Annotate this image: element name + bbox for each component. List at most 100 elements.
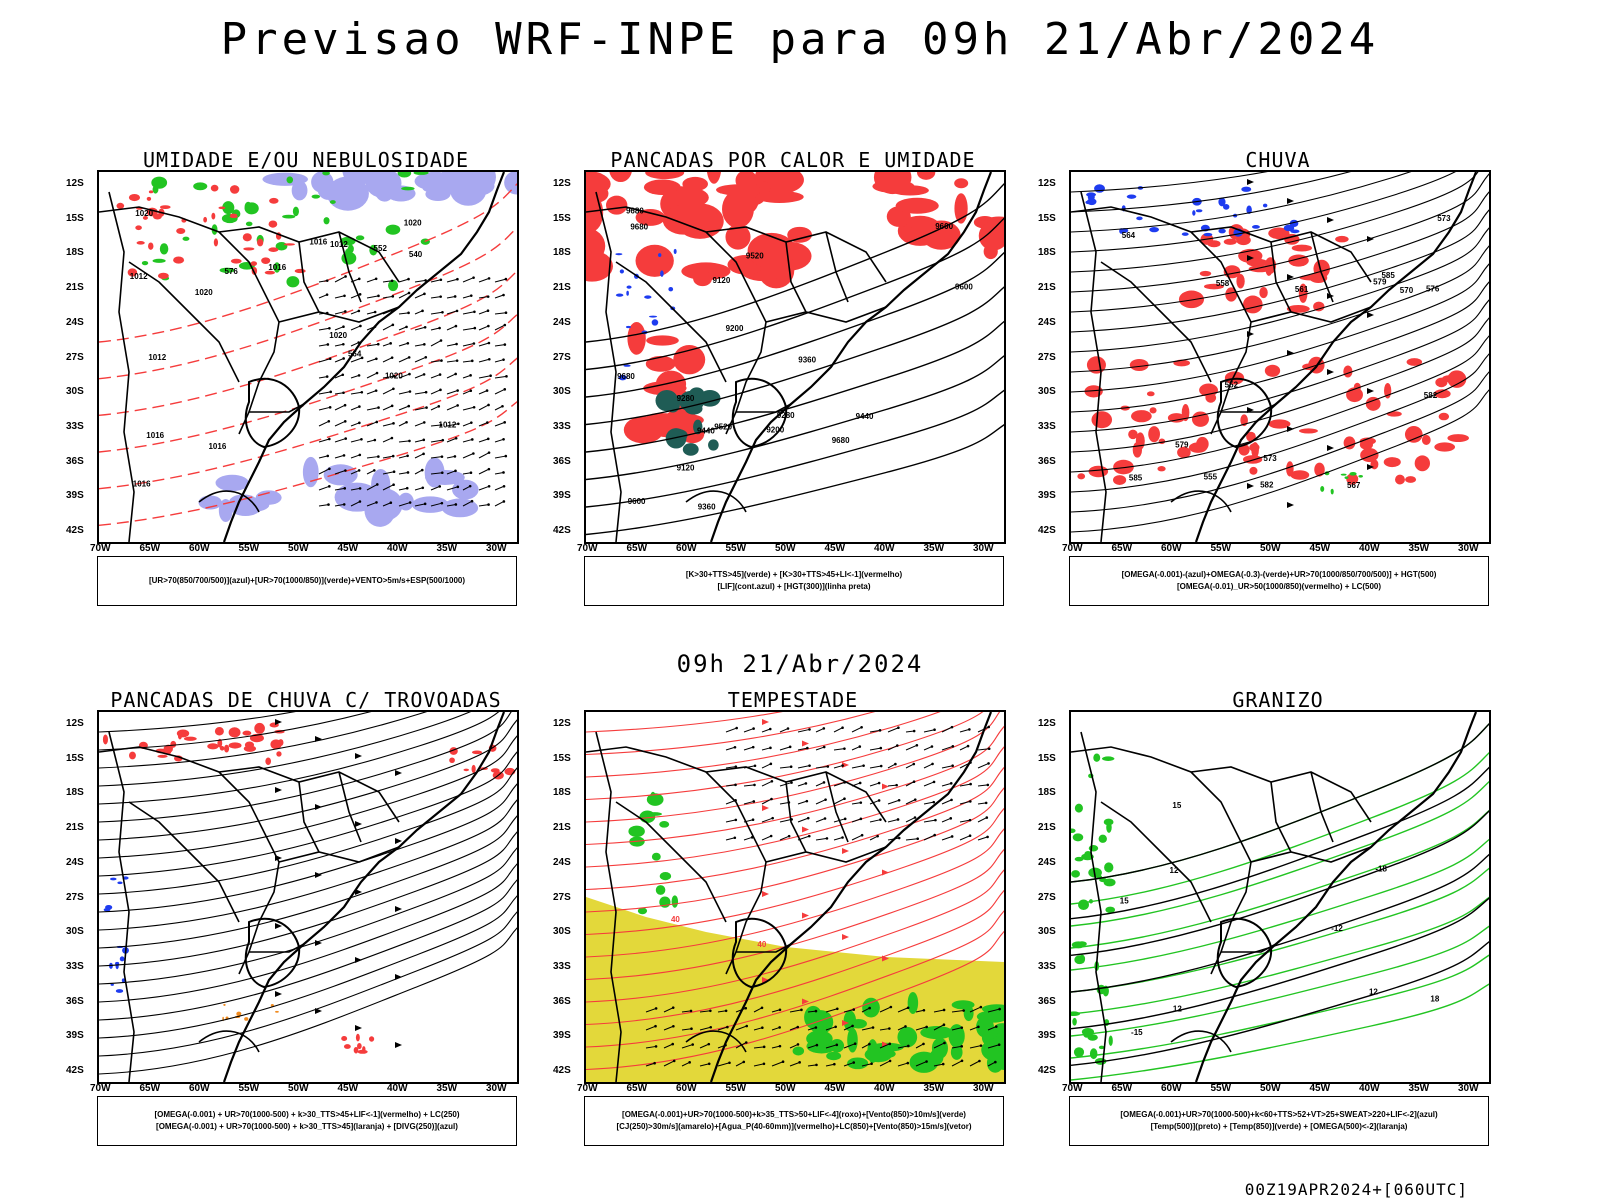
latitude-tick-label: 24S — [66, 316, 84, 328]
latitude-tick-label: 42S — [553, 525, 571, 536]
contour-label: 9360 — [698, 503, 716, 512]
contour-label: 12 — [1369, 988, 1378, 997]
longitude-tick-label: 60W — [1161, 543, 1182, 554]
map-panel-3: CHUVA 585 585 582 582 579 579 576 573 573 570 567 56… — [972, 148, 1532, 628]
latitude-tick-label: 42S — [553, 1065, 571, 1076]
legend-box: [OMEGA(-0.001)+UR>70(1000-500)+k>35_TTS>… — [584, 1096, 1004, 1146]
latitude-tick-label: 21S — [1038, 822, 1056, 834]
contour-label: 9120 — [677, 464, 695, 473]
legend-box: [OMEGA(-0.001)-(azul)+OMEGA(-0.3)-(verde… — [1069, 556, 1489, 606]
latitude-tick-label: 15S — [553, 212, 571, 224]
longitude-tick-label: 65W — [139, 543, 161, 554]
longitude-tick-label: 50W — [288, 543, 309, 554]
contour-label: 9280 — [777, 411, 795, 420]
latitude-tick-label: 24S — [1038, 856, 1056, 868]
latitude-tick-label: 12S — [553, 718, 571, 729]
latitude-tick-label: 12S — [66, 718, 84, 729]
contour-label: 1020 — [135, 209, 153, 218]
longitude-tick-label: 35W — [923, 1083, 945, 1094]
latitude-tick-label: 36S — [66, 455, 84, 467]
longitude-tick-label: 50W — [775, 1083, 796, 1094]
latitude-tick-label: 36S — [553, 995, 571, 1007]
latitude-tick-label: 24S — [1038, 316, 1056, 328]
contour-label: 570 — [1400, 286, 1414, 295]
storm-red — [341, 1033, 375, 1054]
latitude-tick-label: 30S — [553, 386, 571, 398]
latitude-tick-label: 30S — [1038, 926, 1056, 938]
longitude-tick-label: 70W — [90, 1083, 111, 1094]
latitude-tick-label: 18S — [553, 787, 571, 799]
latitude-tick-label: 27S — [66, 351, 84, 363]
latitude-tick-label: 30S — [66, 926, 84, 938]
longitude-tick-label: 55W — [725, 543, 747, 554]
contour-label: 9680 — [626, 207, 644, 216]
latitude-tick-label: 21S — [553, 822, 571, 834]
contour-label: 1020 — [195, 288, 213, 297]
contour-label: 9280 — [677, 394, 695, 403]
lif-contours — [615, 248, 677, 381]
contour-label: 573 — [1263, 454, 1277, 463]
map-area — [97, 710, 519, 1084]
longitude-tick-label: 65W — [626, 1083, 648, 1094]
contour-label: 12 — [1173, 1005, 1182, 1014]
longitude-tick-label: 50W — [288, 1083, 309, 1094]
contour-label: 9520 — [746, 252, 764, 261]
longitude-tick-label: 30W — [486, 1083, 507, 1094]
contour-label: 15 — [1120, 896, 1129, 905]
contour-label: -12 — [1331, 924, 1343, 933]
longitude-tick-label: 45W — [1309, 1083, 1331, 1094]
contour-label: 9440 — [697, 426, 715, 435]
latitude-tick-label: 21S — [66, 282, 84, 294]
hgt300-contours — [586, 183, 1004, 536]
panel-title: GRANIZO — [1232, 688, 1324, 712]
contour-label: 579 — [1175, 440, 1189, 449]
humidity-lower-contours — [141, 172, 430, 292]
contour-label: 1020 — [404, 218, 422, 227]
longitude-tick-label: 30W — [973, 1083, 994, 1094]
contour-label: 9360 — [798, 355, 816, 364]
latitude-tick-label: 42S — [1038, 525, 1056, 536]
legend-line: [CJ(250)>30m/s](amarelo)+[Agua_P(40-60mm… — [616, 1122, 972, 1131]
longitude-tick-label: 50W — [1260, 1083, 1281, 1094]
legend-line: [OMEGA(-0.001)+UR>70(1000-500)+k<60+TTS>… — [1120, 1110, 1438, 1119]
contour-label: 564 — [1122, 231, 1136, 240]
latitude-tick-label: 39S — [66, 490, 84, 502]
map-panel-4: PANCADAS DE CHUVA C/ TROVOADAS 12S 15S 18S 2… — [0, 688, 560, 1168]
latitude-tick-label: 42S — [1038, 1065, 1056, 1076]
legend-box: [UR>70(850/700/500)](azul)+[UR>70(1000/8… — [97, 556, 517, 606]
contour-label: 555 — [1204, 472, 1218, 481]
longitude-tick-label: 55W — [1210, 1083, 1232, 1094]
latitude-tick-label: 21S — [1038, 282, 1056, 294]
contour-label: 15 — [1172, 801, 1181, 810]
longitude-tick-label: 45W — [1309, 543, 1331, 554]
contour-label: 9520 — [714, 423, 732, 432]
map-area: 585 585 582 582 579 579 576 573 573 570 567 564 561 5… — [1069, 170, 1491, 544]
longitude-tick-label: 45W — [337, 543, 359, 554]
contour-label: 585 — [1381, 271, 1395, 280]
longitude-tick-label: 35W — [1408, 1083, 1430, 1094]
forecast-time-subtitle: 09h 21/Abr/2024 — [676, 650, 924, 678]
longitude-tick-label: 50W — [1260, 543, 1281, 554]
longitude-tick-label: 30W — [973, 543, 994, 554]
latitude-tick-label: 15S — [1038, 212, 1056, 224]
humidity-upper-shading — [198, 456, 479, 527]
instability-red — [623, 321, 706, 444]
latitude-tick-label: 18S — [1038, 247, 1056, 259]
coastline-and-borders — [99, 172, 506, 542]
contour-label: 12 — [1170, 866, 1179, 875]
contour-label: 1012 — [130, 272, 148, 281]
longitude-tick-label: 40W — [874, 1083, 895, 1094]
coastline-and-borders — [586, 172, 993, 542]
longitude-tick-label: 50W — [775, 543, 796, 554]
contour-label: 576 — [1426, 285, 1440, 294]
panel-title: UMIDADE E/OU NEBULOSIDADE — [142, 148, 470, 172]
latitude-tick-label: 24S — [553, 316, 571, 328]
coastline-and-borders — [1071, 712, 1478, 1082]
latitude-tick-label: 15S — [1038, 752, 1056, 764]
latitude-tick-label: 18S — [66, 247, 84, 259]
contour-label: 1016 — [133, 479, 151, 488]
main-title: Previsao WRF-INPE para 09h 21/Abr/2024 — [220, 14, 1380, 65]
contour-label: 9600 — [935, 222, 953, 231]
longitude-tick-label: 60W — [1161, 1083, 1182, 1094]
longitude-tick-label: 30W — [1458, 543, 1479, 554]
